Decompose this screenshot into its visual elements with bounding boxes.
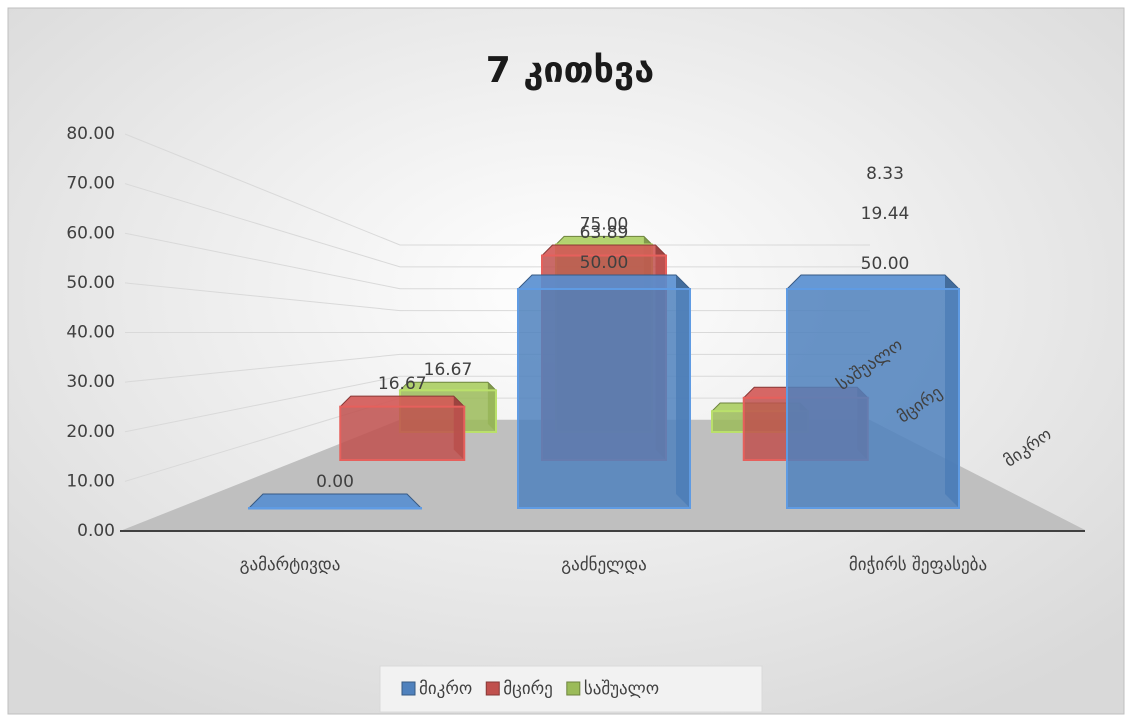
bar-top [785,274,961,290]
data-label: 16.67 [378,374,427,394]
data-label: 75.00 [580,214,629,234]
legend: მიკრო მცირე საშუალო [379,665,763,713]
legend-label: მცირე [503,679,553,699]
bar-top [339,395,466,408]
bar-front [248,507,422,510]
grid-line [124,183,870,268]
chart-title: 7 კითხვა [486,50,654,91]
grid-line [124,232,870,290]
grid-line [124,133,870,246]
bar-front [786,288,960,509]
data-label: 50.00 [861,254,910,274]
grid-line [124,282,870,312]
data-label: 16.67 [424,360,473,380]
y-tick-label: 70.00 [66,174,115,194]
y-tick-label: 50.00 [66,273,115,293]
y-tick-label: 30.00 [66,372,115,392]
y-tick-label: 40.00 [66,323,115,343]
bar-front [339,405,466,462]
bar [247,493,423,510]
x-tick-label: გამარტივდა [240,555,341,575]
data-label: 63.89 [580,223,629,243]
legend-swatch [401,681,416,696]
grid-line [124,353,870,383]
bar [516,274,692,509]
x-tick-label: გაძნელდა [561,555,647,575]
y-tick-label: 20.00 [66,422,115,442]
bar [339,395,466,462]
y-tick-label: 60.00 [66,223,115,243]
data-label: 8.33 [866,164,904,184]
legend-swatch [566,681,581,696]
y-tick-label: 0.00 [77,521,115,541]
bar-top [247,493,423,509]
data-label: 0.00 [316,472,354,492]
bar-front [517,288,691,509]
data-label: 50.00 [580,253,629,273]
legend-swatch [485,681,500,696]
bar [785,274,961,509]
grid-line [124,375,870,433]
x-tick-label: მიჭირს შეფასება [849,555,987,575]
y-tick-label: 10.00 [66,471,115,491]
legend-label: საშუალო [584,679,659,699]
data-label: 19.44 [861,204,910,224]
legend-label: მიკრო [419,679,472,699]
y-tick-label: 80.00 [66,124,115,144]
bar-top [516,274,692,290]
